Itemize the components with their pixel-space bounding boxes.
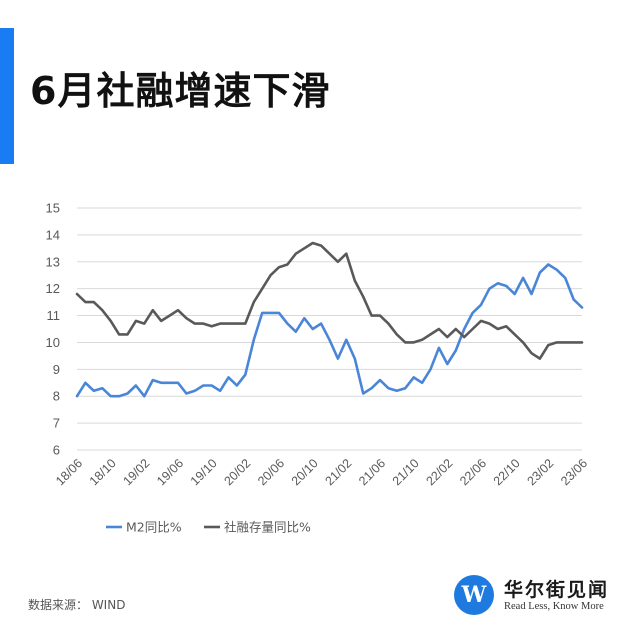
x-tick-label: 19/06 <box>154 456 186 488</box>
title-accent-bar <box>0 28 14 164</box>
x-tick-label: 22/10 <box>491 456 523 488</box>
y-tick-label: 12 <box>46 281 60 296</box>
x-tick-label: 22/02 <box>423 456 455 488</box>
line-chart: 6 7 8 9 10 11 12 13 14 15 18/06 18/10 19/02 19/06 19/… <box>46 201 591 535</box>
x-tick-label: 20/10 <box>289 456 321 488</box>
y-tick-label: 14 <box>46 227 60 242</box>
x-tick-label: 19/02 <box>120 456 152 488</box>
y-tick-label: 9 <box>53 362 60 377</box>
y-tick-label: 15 <box>46 201 60 216</box>
x-tick-label: 20/06 <box>255 456 287 488</box>
y-tick-label: 11 <box>47 308 61 323</box>
y-tick-label: 6 <box>53 443 60 458</box>
series-line-social-financing <box>75 241 584 360</box>
chart-series <box>75 241 584 398</box>
y-axis-tick-labels: 6 7 8 9 10 11 12 13 14 15 <box>46 201 60 458</box>
x-tick-label: 23/02 <box>524 456 556 488</box>
x-tick-label: 18/10 <box>87 456 119 488</box>
x-tick-label: 23/06 <box>558 456 590 488</box>
brand-slogan: Read Less, Know More <box>504 601 604 612</box>
legend-label: M2同比% <box>126 520 182 535</box>
x-tick-label: 21/06 <box>356 456 388 488</box>
x-tick-label: 20/02 <box>221 456 253 488</box>
x-axis-tick-labels: 18/06 18/10 19/02 19/06 19/10 20/02 20/06 20/10… <box>53 456 590 488</box>
brand-name: 华尔街见闻 <box>504 579 610 601</box>
y-tick-label: 7 <box>53 416 60 431</box>
series-line-m2 <box>75 263 584 398</box>
y-tick-label: 10 <box>46 335 60 350</box>
chart-gridlines <box>77 207 582 451</box>
legend-label: 社融存量同比% <box>224 520 311 535</box>
x-tick-label: 21/10 <box>390 456 422 488</box>
page-title: 6月社融增速下滑 <box>30 69 331 113</box>
chart-legend: M2同比% 社融存量同比% <box>106 520 311 535</box>
x-tick-label: 21/02 <box>322 456 354 488</box>
x-tick-label: 22/06 <box>457 456 489 488</box>
x-tick-label: 19/10 <box>188 456 220 488</box>
brand-logo: W 华尔街见闻 Read Less, Know More <box>454 573 630 619</box>
y-tick-label: 8 <box>53 389 60 404</box>
y-tick-label: 13 <box>46 254 60 269</box>
x-tick-label: 18/06 <box>53 456 85 488</box>
brand-logo-icon: W <box>454 575 494 615</box>
data-source-note: 数据来源： WIND <box>28 598 126 612</box>
